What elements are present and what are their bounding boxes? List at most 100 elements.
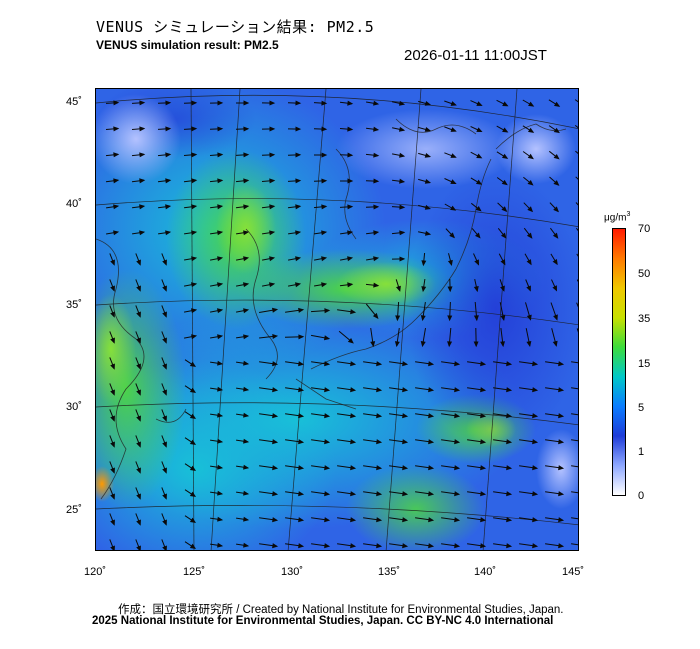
wind-arrow-head — [454, 543, 461, 549]
wind-arrow-head — [189, 413, 197, 419]
wind-arrow-head — [243, 308, 250, 314]
wind-arrow-head — [480, 413, 487, 419]
wind-arrow-head — [532, 387, 539, 393]
wind-arrow-head — [347, 126, 354, 132]
wind-arrow-head — [272, 543, 279, 549]
wind-arrow-head — [399, 152, 406, 158]
colorbar-tick-70: 70 — [638, 223, 651, 235]
wind-arrow-head — [447, 315, 453, 322]
wind-arrow-head — [162, 545, 167, 550]
wind-arrow-head — [350, 309, 357, 315]
wind-arrow-shaft — [575, 150, 578, 154]
wind-arrow-head — [113, 126, 120, 132]
wind-arrow-head — [110, 545, 115, 550]
wind-arrow-head — [376, 491, 383, 497]
wind-arrow-head — [113, 204, 120, 210]
wind-arrow-head — [373, 100, 380, 106]
wind-arrow-head — [217, 230, 224, 236]
wind-arrow-head — [191, 256, 198, 262]
wind-arrow-head — [110, 389, 115, 396]
wind-arrow-head — [398, 126, 406, 132]
wind-arrow-head — [269, 126, 276, 132]
wind-arrow-head — [528, 101, 535, 107]
wind-arrow-head — [139, 126, 146, 132]
wind-arrow-head — [191, 204, 198, 210]
wind-arrow-head — [506, 517, 513, 523]
wind-arrow-shaft — [574, 125, 578, 129]
wind-arrow-head — [269, 100, 276, 106]
wind-arrow-head — [526, 314, 532, 321]
wind-arrow-head — [424, 127, 432, 132]
wind-arrow-head — [350, 465, 357, 471]
wind-arrow-head — [217, 100, 224, 106]
license-line: 2025 National Institute for Environmenta… — [92, 615, 554, 627]
wind-arrow-head — [243, 334, 250, 340]
wind-arrow-head — [272, 517, 279, 523]
wind-arrow-head — [447, 341, 453, 348]
wind-arrow-head — [136, 441, 141, 448]
wind-arrow-head — [110, 285, 115, 292]
wind-arrow-head — [321, 126, 328, 132]
wind-arrow-head — [190, 282, 198, 288]
wind-arrow-shaft — [575, 202, 578, 206]
wind-arrow-head — [162, 467, 167, 474]
wind-arrow-head — [113, 100, 120, 106]
wind-arrow-head — [136, 337, 141, 344]
wind-arrow-head — [272, 333, 279, 340]
forecast-timestamp: 2026-01-11 11:00JST — [404, 47, 547, 64]
wind-arrow-head — [501, 153, 509, 159]
wind-arrow-head — [473, 315, 479, 322]
wind-arrow-head — [558, 439, 565, 445]
wind-arrow-head — [136, 363, 141, 370]
wind-arrow-head — [553, 314, 558, 321]
wind-arrow-head — [473, 285, 479, 293]
wind-arrow-head — [558, 517, 565, 523]
wind-arrow-shaft — [571, 439, 578, 442]
wind-arrow-head — [162, 311, 167, 318]
wind-arrow-head — [110, 441, 115, 448]
wind-arrow-head — [373, 282, 380, 288]
lon-label-120: 120˚ — [84, 566, 107, 578]
wind-arrow-head — [110, 337, 115, 344]
lat-label-40: 40˚ — [66, 198, 82, 210]
wind-arrow-head — [480, 543, 487, 549]
wind-arrow-head — [396, 285, 401, 292]
wind-arrow-head — [526, 232, 533, 239]
wind-arrow-head — [454, 491, 461, 497]
wind-arrow-head — [217, 152, 224, 158]
wind-arrow-shaft — [571, 413, 578, 416]
wind-arrow-head — [527, 153, 534, 160]
wind-arrow-head — [376, 517, 383, 523]
wind-arrow-head — [191, 230, 198, 236]
wind-arrow-head — [424, 101, 432, 106]
wind-arrow-head — [376, 413, 383, 419]
wind-arrow-head — [243, 256, 250, 262]
wind-arrow-head — [217, 464, 224, 470]
wind-arrow-head — [428, 491, 435, 497]
wind-arrow-head — [501, 179, 508, 186]
wind-arrow-head — [500, 232, 507, 239]
wind-arrow-head — [428, 543, 435, 549]
wind-arrow-head — [321, 282, 328, 288]
wind-arrow-head — [243, 126, 250, 132]
wind-arrow-head — [506, 361, 513, 367]
lon-label-130: 130˚ — [281, 566, 304, 578]
wind-arrow-head — [217, 386, 224, 392]
wind-arrow-head — [321, 204, 328, 210]
wind-arrow-head — [295, 178, 302, 184]
wind-arrow-head — [552, 258, 558, 266]
wind-arrow-head — [350, 387, 357, 393]
wind-arrow-head — [324, 413, 331, 419]
wind-arrow-head — [272, 465, 279, 471]
wind-arrow-head — [189, 543, 197, 549]
wind-arrow-shaft — [571, 361, 578, 364]
wind-arrow-head — [189, 491, 197, 497]
wind-arrow-head — [217, 334, 224, 340]
wind-arrow-head — [480, 439, 487, 445]
wind-arrow-head — [162, 259, 167, 266]
wind-arrow-head — [476, 101, 483, 106]
wind-arrow-head — [243, 230, 250, 236]
wind-arrow-head — [217, 516, 224, 522]
wind-arrow-head — [321, 178, 328, 184]
wind-arrow-head — [347, 152, 354, 158]
